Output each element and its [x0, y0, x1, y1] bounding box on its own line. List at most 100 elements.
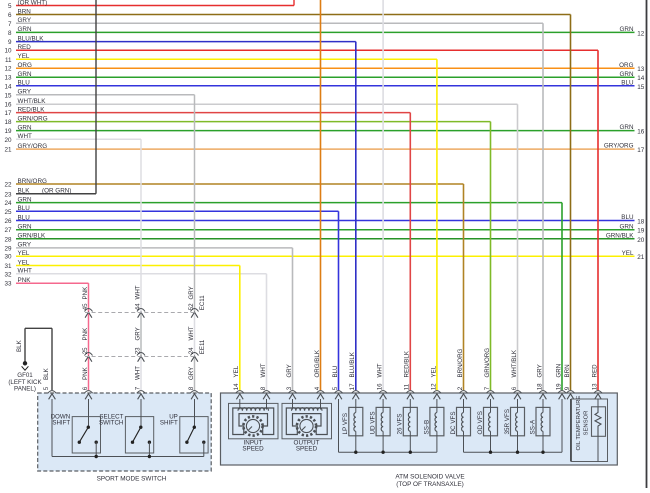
svg-text:17: 17 — [4, 110, 12, 117]
svg-text:GRY: GRY — [134, 327, 141, 340]
svg-text:16: 16 — [4, 102, 12, 109]
svg-text:13: 13 — [591, 383, 598, 390]
svg-text:GRY: GRY — [536, 364, 543, 377]
svg-text:SWITCH: SWITCH — [99, 420, 123, 427]
svg-text:GRY: GRY — [188, 367, 195, 380]
svg-text:35R VFS: 35R VFS — [504, 409, 511, 435]
svg-text:20: 20 — [637, 237, 645, 244]
svg-text:OIL TEMPERATURE: OIL TEMPERATURE — [576, 395, 582, 450]
svg-text:GRY/ORG: GRY/ORG — [604, 143, 634, 150]
svg-text:10: 10 — [4, 48, 12, 55]
svg-text:11: 11 — [5, 57, 12, 64]
svg-text:25: 25 — [82, 347, 89, 354]
svg-text:14: 14 — [637, 75, 645, 82]
svg-text:WHT: WHT — [260, 363, 267, 377]
svg-text:33: 33 — [4, 281, 12, 288]
svg-text:BLU: BLU — [18, 214, 31, 221]
svg-text:8: 8 — [8, 30, 12, 37]
svg-text:3: 3 — [286, 386, 293, 390]
svg-text:(TOP OF TRANSAXLE): (TOP OF TRANSAXLE) — [396, 481, 463, 488]
svg-text:44: 44 — [134, 303, 141, 310]
svg-text:22: 22 — [4, 182, 12, 189]
svg-text:26: 26 — [4, 218, 12, 225]
svg-text:PNK: PNK — [82, 327, 89, 341]
svg-text:(OR WHT): (OR WHT) — [18, 0, 48, 6]
svg-text:BLK: BLK — [18, 188, 31, 195]
svg-text:30: 30 — [4, 254, 12, 261]
svg-text:WHT/BLK: WHT/BLK — [511, 349, 518, 377]
svg-text:YEL: YEL — [622, 250, 634, 257]
svg-text:BLU: BLU — [18, 205, 31, 212]
svg-text:9: 9 — [564, 386, 571, 390]
svg-text:SPEED: SPEED — [296, 446, 318, 453]
svg-text:GRN/ORG: GRN/ORG — [484, 348, 491, 378]
svg-text:6: 6 — [82, 386, 89, 390]
svg-text:14: 14 — [4, 83, 12, 90]
svg-text:(OR GRN): (OR GRN) — [42, 188, 71, 195]
svg-text:32: 32 — [4, 271, 12, 278]
svg-text:OUTPUT: OUTPUT — [294, 439, 320, 446]
svg-text:18: 18 — [4, 119, 12, 126]
svg-text:GRY: GRY — [188, 286, 195, 299]
svg-text:WHT: WHT — [134, 366, 141, 380]
svg-text:GRN: GRN — [620, 71, 634, 78]
svg-text:24: 24 — [4, 200, 12, 207]
svg-text:RED/BLK: RED/BLK — [404, 350, 411, 377]
svg-text:GRN: GRN — [18, 26, 32, 33]
svg-text:ORG: ORG — [18, 62, 32, 69]
svg-text:31: 31 — [4, 263, 12, 270]
svg-text:SPORT MODE SWITCH: SPORT MODE SWITCH — [97, 476, 167, 483]
svg-text:GRN: GRN — [555, 364, 562, 378]
svg-text:GRY: GRY — [18, 242, 32, 249]
svg-text:12: 12 — [4, 66, 12, 73]
svg-text:YEL: YEL — [18, 250, 30, 257]
svg-text:6: 6 — [8, 12, 12, 19]
svg-text:UP: UP — [169, 414, 178, 421]
svg-text:WHT/BLK: WHT/BLK — [18, 98, 47, 105]
svg-text:28: 28 — [4, 236, 12, 243]
svg-text:SELECT: SELECT — [99, 414, 123, 421]
svg-text:SPEED: SPEED — [242, 446, 264, 453]
svg-text:11: 11 — [404, 383, 411, 390]
svg-text:23: 23 — [4, 191, 12, 198]
svg-text:BRN: BRN — [18, 8, 32, 15]
svg-text:GRN: GRN — [18, 71, 32, 78]
svg-text:SS-A: SS-A — [529, 419, 536, 434]
svg-text:BRN/ORG: BRN/ORG — [457, 348, 464, 377]
svg-text:26 VFS: 26 VFS — [397, 414, 404, 435]
svg-text:GRN: GRN — [18, 224, 32, 231]
svg-text:YEL: YEL — [233, 365, 240, 377]
svg-text:SS-B: SS-B — [423, 420, 430, 435]
svg-text:18: 18 — [637, 219, 645, 226]
svg-text:RED: RED — [591, 364, 598, 378]
svg-text:29: 29 — [4, 245, 12, 252]
svg-text:BLU: BLU — [18, 80, 31, 87]
svg-text:GRN: GRN — [18, 124, 32, 131]
svg-text:GF01: GF01 — [17, 372, 33, 379]
svg-text:RED: RED — [18, 44, 32, 51]
svg-text:5: 5 — [332, 386, 339, 390]
svg-text:WHT: WHT — [377, 363, 384, 377]
svg-text:GRY: GRY — [18, 17, 32, 24]
svg-text:19: 19 — [637, 228, 645, 235]
svg-text:4: 4 — [314, 386, 321, 390]
svg-text:25: 25 — [4, 209, 12, 216]
svg-text:20: 20 — [4, 137, 12, 144]
svg-text:YEL: YEL — [430, 365, 437, 377]
svg-text:12: 12 — [430, 383, 437, 390]
svg-text:DC VFS: DC VFS — [450, 411, 457, 434]
svg-text:LP VFS: LP VFS — [342, 413, 349, 435]
svg-text:7: 7 — [134, 386, 141, 390]
svg-text:12: 12 — [637, 30, 645, 37]
svg-text:WHT: WHT — [18, 133, 32, 140]
svg-text:BLU: BLU — [621, 214, 634, 221]
svg-text:BLK: BLK — [16, 339, 23, 352]
svg-text:YEL: YEL — [18, 259, 30, 266]
svg-text:OD VFS: OD VFS — [477, 411, 484, 434]
svg-text:PANEL): PANEL) — [14, 385, 36, 392]
svg-text:BRN/ORG: BRN/ORG — [18, 178, 47, 185]
svg-text:GRY/ORG: GRY/ORG — [18, 143, 48, 150]
svg-text:14: 14 — [233, 383, 240, 390]
svg-text:13: 13 — [4, 75, 12, 82]
svg-text:SHIFT: SHIFT — [52, 420, 70, 427]
